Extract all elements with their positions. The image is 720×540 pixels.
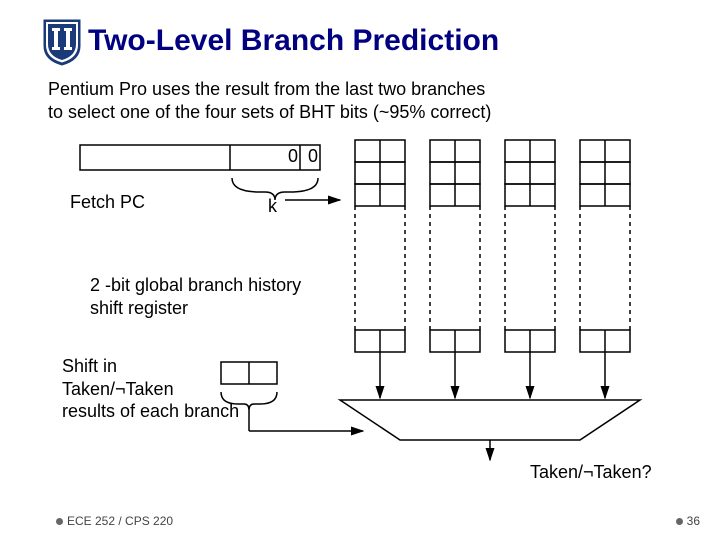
label-k: k xyxy=(268,196,277,217)
label-shiftin-line1: Shift in xyxy=(62,356,117,376)
footer-course-text: ECE 252 / CPS 220 xyxy=(67,514,173,528)
label-shiftin-line3: results of each branch xyxy=(62,401,239,421)
footer-course: ECE 252 / CPS 220 xyxy=(56,514,173,528)
footer-page: 36 xyxy=(676,514,700,528)
pc-bit-0: 0 xyxy=(288,146,298,167)
label-fetch-pc: Fetch PC xyxy=(70,192,145,213)
label-global-history: 2 -bit global branch history shift regis… xyxy=(90,274,301,319)
diagram-svg xyxy=(0,0,720,540)
label-shiftin-line2: Taken/¬Taken xyxy=(62,379,174,399)
footer-page-text: 36 xyxy=(687,514,700,528)
bullet-icon xyxy=(56,518,63,525)
bullet-icon xyxy=(676,518,683,525)
label-shift-in: Shift in Taken/¬Taken results of each br… xyxy=(62,355,239,423)
pc-bit-1: 0 xyxy=(308,146,318,167)
label-global-line1: 2 -bit global branch history xyxy=(90,275,301,295)
label-taken-output: Taken/¬Taken? xyxy=(530,462,652,483)
label-global-line2: shift register xyxy=(90,298,188,318)
